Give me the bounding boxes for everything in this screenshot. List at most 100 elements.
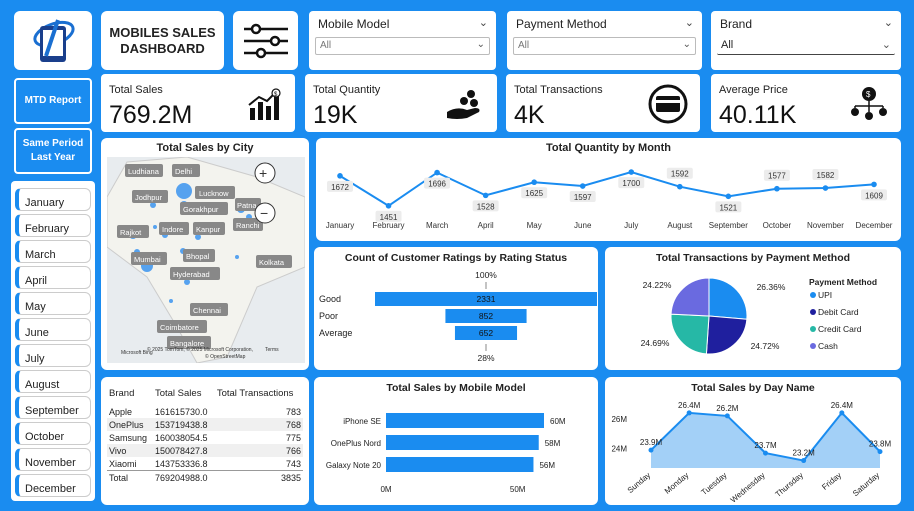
pie-slice	[705, 315, 748, 355]
data-label: 1451	[380, 213, 398, 222]
map-attribution: © 2025 TomTom, © 2025 Microsoft Corporat…	[147, 346, 253, 353]
x-tick-label: April	[478, 221, 494, 230]
x-tick-label: March	[426, 221, 448, 230]
month-item[interactable]: January	[15, 188, 91, 211]
table-row: Xiaomi 143753336.8 743	[107, 457, 303, 471]
month-item[interactable]: March	[15, 240, 91, 263]
cell: 161615730.0	[154, 406, 208, 417]
india-map[interactable]: Ludhiana Delhi Lucknow Jodhpur Gorakhpur…	[107, 157, 305, 363]
x-tick-label: November	[807, 221, 844, 230]
cell: 743	[285, 458, 301, 469]
chevron-down-icon[interactable]: ⌄	[883, 17, 893, 29]
chevron-down-icon[interactable]: ⌄	[684, 17, 694, 29]
payment-pie-chart: 26.36% 24.72% 24.69% 24.22% Payment Method UP…	[641, 277, 877, 355]
city-label: Mumbai	[134, 255, 161, 264]
column-header[interactable]: Brand	[109, 388, 135, 399]
month-item[interactable]: August	[15, 370, 91, 393]
cell: 775	[285, 432, 301, 443]
city-label: Ranchi	[236, 221, 260, 230]
cell: 160038054.5	[154, 432, 208, 443]
data-point	[839, 410, 845, 416]
mtd-report-label: MTD Report	[24, 95, 82, 106]
city-label: Kolkata	[259, 258, 285, 267]
x-tick-label: January	[326, 221, 354, 230]
zoom-out-button[interactable]: −	[254, 202, 276, 224]
chevron-down-icon: ⌄	[476, 39, 485, 50]
payment-method-dropdown[interactable]: All ⌄	[513, 37, 696, 55]
slicer-value: All	[518, 40, 530, 51]
cell: 3835	[214, 470, 303, 484]
mobile-model-slicer[interactable]: Mobile Model ⌄ All ⌄	[309, 11, 496, 70]
cell: Xiaomi	[109, 458, 137, 469]
x-tick-label: Wednesday	[729, 471, 767, 504]
data-label: 1592	[671, 170, 689, 179]
month-item[interactable]: October	[15, 422, 91, 445]
chart-title: Total Sales by Day Name	[691, 382, 815, 394]
data-label-bg	[424, 177, 451, 189]
data-label: 23.8M	[869, 440, 892, 449]
rating-bar	[454, 326, 518, 340]
data-label-bg	[472, 200, 499, 212]
map-osm[interactable]: © OpenStreetMap	[205, 353, 246, 360]
city-label: Lucknow	[199, 189, 229, 198]
filter-sliders-button[interactable]	[233, 11, 298, 70]
x-tick-label: July	[624, 221, 638, 230]
mtd-report-button[interactable]: MTD Report	[14, 78, 92, 124]
brand-dropdown[interactable]: All ⌄	[717, 37, 895, 55]
month-item[interactable]: November	[15, 448, 91, 471]
month-item[interactable]: May	[15, 292, 91, 315]
month-item[interactable]: June	[15, 318, 91, 341]
data-label: 23.9M	[640, 438, 663, 447]
city-label: Patna	[237, 201, 257, 210]
table-row: Apple 161615730.0 783	[107, 405, 303, 418]
kpi-average-price: Average Price 40.11K $	[711, 74, 901, 132]
kpi-label: Total Transactions	[514, 84, 603, 96]
category-label: Galaxy Note 20	[326, 461, 382, 470]
city-label: Jodhpur	[135, 193, 163, 202]
column-header[interactable]: Total Sales	[154, 388, 202, 399]
spl-label-1: Same Period	[22, 138, 84, 149]
table-row: Samsung 160038054.5 775	[107, 431, 303, 444]
chevron-down-icon[interactable]: ⌄	[478, 17, 488, 29]
bar-value-label: 852	[479, 311, 493, 321]
legend-marker	[810, 309, 816, 315]
zoom-in-button[interactable]: +	[254, 162, 276, 184]
map-title: Total Sales by City	[156, 142, 254, 154]
brand-slicer[interactable]: Brand ⌄ All ⌄	[711, 11, 901, 70]
month-item[interactable]: April	[15, 266, 91, 289]
data-point	[724, 413, 730, 419]
month-item[interactable]: December	[15, 474, 91, 497]
sales-by-model-card: Total Sales by Mobile Model iPhone SE 60M…	[314, 377, 598, 505]
same-period-last-year-button[interactable]: Same Period Last Year	[14, 128, 92, 174]
top-percent-label: 100%	[475, 270, 497, 280]
month-item[interactable]: July	[15, 344, 91, 367]
city-label: Coimbatore	[160, 323, 199, 332]
data-label: 1521	[719, 203, 737, 212]
payment-method-slicer[interactable]: Payment Method ⌄ All ⌄	[507, 11, 702, 70]
data-point	[337, 173, 343, 179]
data-point	[801, 458, 807, 464]
chart-title: Total Transactions by Payment Method	[655, 252, 851, 264]
model-bar	[386, 457, 534, 472]
rating-bar	[445, 309, 527, 323]
model-bar-chart: iPhone SE 60M OnePlus Nord 58M Galaxy Note 2…	[326, 413, 566, 494]
data-label-bg	[715, 201, 742, 213]
bar-value-label: 2331	[477, 294, 496, 304]
data-point	[774, 185, 780, 192]
ratings-bar-chart: 100% 2331 Good 852 Poor 652 Average 28%	[319, 270, 597, 363]
model-bar	[386, 413, 544, 428]
data-label-bg	[375, 210, 402, 222]
city-label: Gorakhpur	[183, 205, 219, 214]
month-item[interactable]: February	[15, 214, 91, 237]
slice-label: 24.69%	[641, 338, 670, 348]
month-item[interactable]: September	[15, 396, 91, 419]
data-point	[434, 169, 440, 176]
mobile-model-dropdown[interactable]: All ⌄	[315, 37, 490, 55]
map-terms[interactable]: Terms	[265, 347, 279, 353]
kpi-label: Total Sales	[109, 84, 163, 96]
data-point	[677, 183, 683, 190]
kpi-label: Average Price	[719, 84, 788, 96]
column-header[interactable]: Total Transactions	[216, 388, 294, 399]
bar-value-label: 58M	[545, 439, 561, 448]
kpi-value: 19K	[313, 101, 358, 129]
